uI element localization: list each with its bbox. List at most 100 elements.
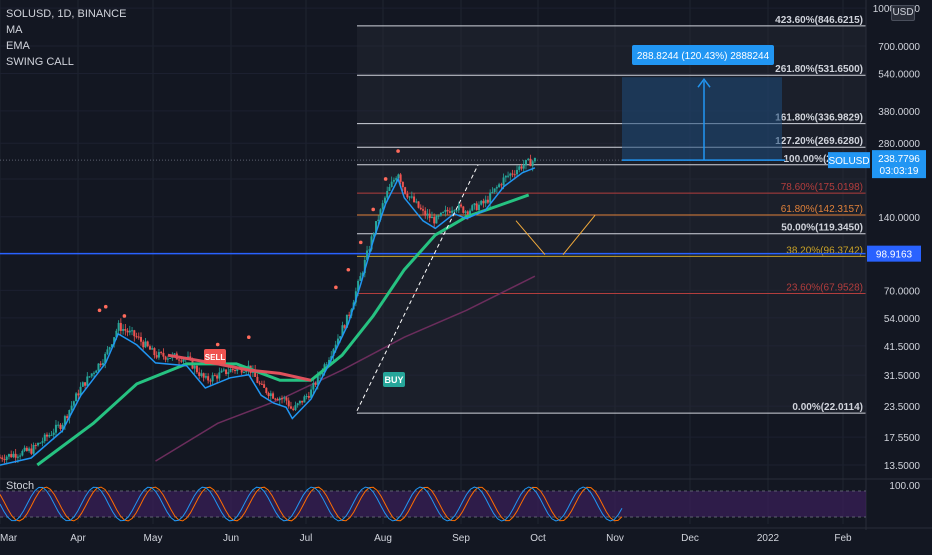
candle-body	[453, 210, 456, 212]
swing-call-indicator-label[interactable]: SWING CALL	[6, 56, 74, 68]
fib-level-label: 127.20%(269.6280)	[775, 136, 863, 147]
swing-marker-dot	[103, 304, 108, 309]
price-axis: 1000.0000700.0000540.0000380.0000280.000…	[865, 0, 932, 550]
candle-body	[137, 336, 140, 338]
candle-body	[469, 210, 472, 215]
last-price-badge	[872, 150, 926, 179]
candle-body	[32, 444, 35, 454]
candle-body	[319, 374, 322, 376]
candle-body	[133, 330, 136, 337]
candle-body	[207, 376, 210, 381]
candle-body	[502, 177, 505, 186]
candle-body	[16, 456, 19, 458]
price-axis-tick-label: 140.0000	[878, 213, 920, 224]
candle-body	[160, 352, 163, 354]
candle-body	[305, 396, 308, 398]
candle-body	[413, 196, 416, 203]
ma-indicator-label[interactable]: MA	[6, 24, 23, 36]
candle-body	[446, 209, 449, 212]
swing-marker-dot	[215, 342, 220, 347]
candle-body	[332, 349, 335, 357]
candle-body	[375, 221, 378, 234]
candle-body	[435, 215, 438, 224]
candle-body	[198, 372, 201, 376]
candle-body	[451, 210, 454, 213]
price-axis-tick-label: 54.0000	[884, 314, 921, 325]
time-axis-label: Sep	[452, 533, 470, 544]
swing-marker-dot	[383, 177, 388, 181]
candle-body	[101, 363, 104, 366]
candle-body	[77, 393, 80, 396]
price-axis-tick-label: 31.5000	[884, 371, 921, 382]
price-axis-tick-label: 540.0000	[878, 70, 920, 81]
candle-body	[390, 181, 393, 188]
candle-body	[424, 210, 427, 216]
candle-body	[345, 314, 348, 328]
measure-label-box	[632, 45, 774, 65]
candle-body	[294, 405, 297, 410]
price-axis-tick-label: 17.5500	[884, 433, 921, 444]
candle-body	[173, 353, 176, 355]
time-axis-label: May	[144, 533, 163, 544]
candle-body	[180, 360, 183, 362]
trend-dashed-line	[356, 164, 479, 412]
sell-signal: SELL	[204, 349, 226, 364]
candle-body	[34, 444, 37, 446]
swing-call-markers	[97, 149, 400, 347]
candle-body	[79, 386, 82, 396]
candle-body	[491, 191, 494, 193]
candle-body	[12, 453, 15, 458]
price-axis-tick-label: 700.0000	[878, 42, 920, 53]
candle-body	[113, 337, 116, 345]
candle-body	[464, 211, 467, 213]
hline-price-badge	[867, 245, 921, 262]
candle-body	[500, 184, 503, 186]
candle-body	[529, 158, 532, 167]
candle-body	[397, 174, 400, 179]
stoch-level-label: 100.00	[889, 481, 920, 492]
candle-body	[46, 434, 49, 437]
price-axis-tick-label: 23.5000	[884, 402, 921, 413]
candle-body	[43, 434, 46, 442]
price-axis-tick-label: 280.0000	[878, 139, 920, 150]
candle-body	[511, 173, 514, 175]
candle-body	[359, 276, 362, 281]
candle-body	[498, 184, 501, 188]
candle-body	[140, 336, 143, 342]
fib-level-label: 0.00%(22.0114)	[792, 402, 863, 413]
candle-body	[50, 434, 53, 436]
candle-body	[195, 365, 198, 373]
candle-body	[363, 259, 366, 274]
candle-body	[533, 157, 536, 162]
stoch-indicator-label[interactable]: Stoch	[6, 480, 35, 492]
candle-body	[516, 169, 519, 175]
candle-body	[415, 201, 418, 203]
candle-body	[341, 325, 344, 337]
candle-body	[477, 204, 480, 211]
fib-level-label: 50.00%(119.3450)	[781, 223, 863, 234]
candle-body	[229, 369, 232, 373]
candle-body	[292, 408, 295, 410]
symbol-title[interactable]: SOLUSD, 1D, BINANCE	[6, 8, 127, 20]
candle-body	[122, 329, 125, 331]
swing-marker-dot	[358, 240, 363, 245]
candle-body	[296, 403, 299, 406]
candle-body	[509, 173, 512, 176]
candle-body	[513, 174, 516, 176]
candle-body	[182, 359, 185, 362]
candle-body	[258, 382, 261, 384]
price-axis-background	[866, 0, 932, 550]
candle-body	[204, 376, 207, 378]
stoch-pane: 100.00	[0, 478, 932, 522]
candle-body	[426, 213, 429, 216]
currency-badge[interactable]: USD	[891, 5, 915, 21]
time-axis-label: Nov	[606, 533, 624, 544]
candle-body	[117, 322, 120, 331]
candle-body	[408, 196, 411, 198]
ema-indicator-label[interactable]: EMA	[6, 40, 30, 52]
candle-body	[265, 387, 268, 393]
stoch-d-line	[0, 486, 623, 522]
candle-body	[267, 392, 270, 397]
